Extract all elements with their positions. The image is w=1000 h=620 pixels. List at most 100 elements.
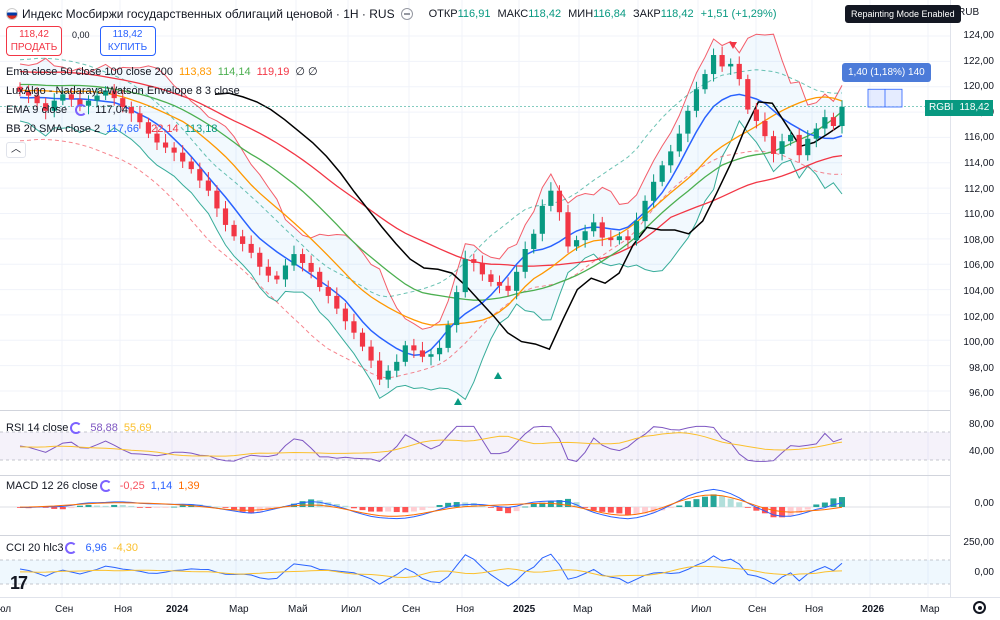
indicator-name: BB 20 SMA close 2 [6,122,101,135]
indicator-value: 6,96 [85,542,107,554]
price-axis-label: 106,00 [963,260,994,272]
rsi-ma-line [19,432,843,457]
macd-histogram-bar [445,502,452,507]
candle-body [428,354,434,357]
cci-axis-label: 250,00 [963,537,994,548]
market-status-icon[interactable] [400,8,413,20]
price-axis-label: 124,00 [963,30,994,41]
macd-histogram-bar [76,505,83,507]
time-axis-label: Май [632,604,652,615]
candle-body [539,205,545,234]
pane-separator[interactable] [0,535,1000,536]
symbol-title[interactable]: Индекс Мосбиржи государственных облигаци… [22,7,395,21]
time-axis[interactable]: юл Сен Ноя 2024 Мар Май Июл Сен Ноя 2025 Мар Май Июл… [0,597,1000,620]
macd-histogram-bar [136,507,143,508]
ohlc-close-label: ЗАКР [633,8,661,20]
candle-body [351,321,357,333]
ohlc-open-label: ОТКР [428,8,458,20]
candle-body [633,221,640,241]
ema-9-line [214,92,843,351]
candle-body [68,94,74,100]
candle-body [745,79,751,110]
macd-histogram-bar [744,507,751,508]
candle-body [265,266,271,276]
price-axis-label: 100,00 [963,337,994,349]
candle-body [591,222,597,232]
symbol-header[interactable]: Индекс Мосбиржи государственных облигаци… [6,4,781,24]
indicator-value: 117,04 [95,103,128,116]
candle-body [522,249,528,272]
price-axis-label: 96,00 [968,388,994,400]
macd-histogram-bar [128,505,135,507]
indicator-bollinger[interactable]: BB 20 SMA close 2 117,66 122,14 113,18 [6,119,781,138]
candle-body [94,95,100,101]
candles [17,46,845,389]
candle-body [282,265,289,280]
sync-icon[interactable] [75,103,88,116]
tradingview-logo[interactable]: 17 [10,573,28,593]
candle-body [573,240,580,247]
ohlc-change-value: +1,51 (+1,29%) [700,8,777,20]
macd-histogram-bar [556,500,563,507]
candle-body [471,259,477,263]
candle-body [308,262,314,272]
candle-body [214,190,220,209]
candle-body [728,63,734,67]
sell-button[interactable]: 118,42 ПРОДАТЬ [6,26,62,56]
cci-axis-label: 0,00 [974,567,994,578]
candle-body [830,117,837,127]
indicator-nadaraya-watson[interactable]: LuxAlgo - Nadaraya-Watson Envelope 8 3 c… [6,81,781,100]
settings-icon[interactable] [973,601,986,614]
candle-body [668,151,674,166]
time-axis-label: Ноя [114,604,133,615]
macd-signal-line [19,494,843,517]
macd-histogram-bar [830,498,837,507]
pane-separator[interactable] [0,410,1000,411]
time-axis-label: Сен [402,604,421,615]
macd-histogram-bar [239,507,246,512]
candle-body [120,98,126,107]
sync-icon[interactable] [99,480,112,492]
bollinger-lower-line [19,119,843,401]
macd-line [19,488,843,520]
macd-histogram-bar [522,506,529,508]
indicator-value: 122,14 [145,122,179,135]
macd-histogram-bar [684,501,691,507]
sell-price: 118,42 [19,29,49,40]
candle-body [128,107,134,114]
cci-legend[interactable]: CCI 20 hlc3 6,96 -4,30 [6,542,138,554]
macd-histogram-bar [702,496,708,507]
indicator-ema-triple[interactable]: Ema close 50 close 100 close 200 113,83 … [6,62,781,81]
candle-body [411,345,417,351]
candle-body [231,224,237,237]
macd-histogram-bar [633,507,640,515]
currency-label[interactable]: RUB [958,7,980,18]
price-axis[interactable]: 124,00122,00120,00118,00116,00114,00112,… [950,0,1000,597]
candle-body [34,95,40,104]
indicator-value: 113,83 [178,65,212,78]
sync-icon[interactable] [65,542,78,554]
candle-body [43,103,49,111]
sync-icon[interactable] [70,422,83,434]
rsi-legend[interactable]: RSI 14 close 58,88 55,69 [6,422,151,434]
pane-separator[interactable] [0,475,1000,476]
macd-histogram-bar [513,507,520,512]
macd-legend[interactable]: MACD 12 26 close -0,25 1,14 1,39 [6,480,200,492]
macd-histogram-bar [650,507,657,513]
candle-body [145,122,152,134]
nw-upper-line [19,57,843,298]
collapse-legend-button[interactable]: ︿ [6,142,26,158]
candle-body [762,120,768,137]
ema-50-line [19,89,843,326]
candle-body [342,308,348,322]
candle-body [676,133,682,152]
buy-button[interactable]: 118,42 КУПИТЬ [99,26,156,56]
macd-histogram-bar [590,507,597,511]
candle-body [137,113,143,123]
price-axis-label: 104,00 [963,286,994,297]
macd-histogram-bar [787,507,794,517]
candle-body [651,181,657,201]
cci-line [19,553,843,587]
indicator-ema9[interactable]: EMA 9 close 117,04 [6,100,781,119]
